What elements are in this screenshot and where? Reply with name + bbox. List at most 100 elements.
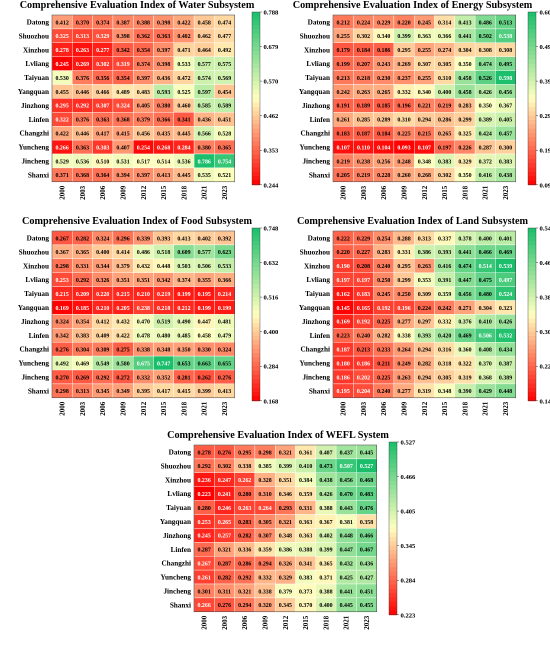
energy-heatmap-svg: 0.212 0.224 0.229 0.220 0.245 0.314 0.413 0.486… — [299, 10, 550, 200]
wefl-cell-value: 0.436 — [360, 561, 373, 567]
energy-cell-value: 0.219 — [337, 159, 350, 165]
food-colorbar-segment — [252, 292, 260, 298]
wefl-colorbar-segment — [389, 584, 397, 590]
water-cell-value: 0.263 — [76, 48, 89, 54]
wefl-cell-value: 0.292 — [238, 575, 251, 581]
food-cell-value: 0.195 — [198, 292, 211, 298]
food-cell-value: 0.623 — [218, 250, 231, 256]
land-cell-value: 0.376 — [458, 320, 471, 326]
water-cell-value: 0.319 — [116, 62, 129, 68]
wefl-colorbar-segment — [389, 450, 397, 456]
water-cell-value: 0.266 — [56, 145, 69, 151]
food-cell-value: 0.354 — [76, 320, 89, 326]
food-colorbar-segment — [252, 240, 260, 246]
wefl-cell-value: 0.298 — [258, 450, 271, 456]
energy-cell-value: 0.269 — [397, 62, 410, 68]
food-cell-value: 0.342 — [157, 278, 170, 284]
food-colorbar-tick-label: 0.516 — [264, 295, 280, 302]
land-cell-value: 0.263 — [418, 264, 431, 270]
land-colorbar-segment — [528, 245, 536, 250]
land-colorbar-segment — [528, 297, 536, 302]
energy-cell-value: 0.350 — [458, 62, 471, 68]
water-cell-value: 0.458 — [198, 20, 211, 26]
wefl-cell-value: 0.278 — [198, 450, 211, 456]
wefl-colorbar-segment — [389, 454, 397, 460]
land-cell-value: 0.338 — [397, 334, 410, 340]
row-label-yangquan: Yangquan — [299, 304, 330, 312]
wefl-cell-value: 0.441 — [340, 589, 353, 595]
food-colorbar-segment — [252, 387, 260, 393]
water-colorbar-segment — [252, 145, 260, 151]
row-label-changzhi: Changzhi — [19, 346, 49, 354]
energy-colorbar-segment — [528, 120, 536, 125]
food-cell-value: 0.345 — [96, 389, 109, 395]
row-label-yuncheng: Yuncheng — [300, 360, 331, 368]
wefl-cell-value: 0.280 — [238, 492, 251, 498]
row-label-lvliang: Lvliang — [25, 60, 49, 68]
land-cell-value: 0.475 — [479, 278, 492, 284]
energy-colorbar-segment — [528, 68, 536, 73]
energy-colorbar-segment — [528, 124, 536, 130]
water-cell-value: 0.329 — [96, 34, 109, 40]
row-label-taiyuan: Taiyuan — [24, 74, 49, 82]
wefl-cell-value: 0.386 — [279, 548, 292, 554]
food-cell-value: 0.478 — [137, 334, 150, 340]
wefl-cell-value: 0.292 — [198, 464, 211, 470]
food-cell-value: 0.218 — [157, 306, 170, 312]
energy-cell-value: 0.310 — [438, 76, 451, 82]
wefl-cell-value: 0.443 — [340, 506, 353, 512]
food-cell-value: 0.298 — [56, 389, 69, 395]
energy-cell-value: 0.426 — [479, 90, 492, 96]
row-label-datong: Datong — [27, 18, 50, 26]
energy-cell-value: 0.294 — [418, 118, 431, 124]
wefl-cell-value: 0.266 — [198, 603, 211, 609]
wefl-cell-value: 0.371 — [319, 575, 332, 581]
land-cell-value: 0.204 — [357, 389, 370, 395]
energy-cell-value: 0.416 — [479, 173, 492, 179]
water-colorbar-segment — [252, 124, 260, 130]
col-label-2012: 2012 — [421, 185, 429, 200]
row-label-jincheng: Jincheng — [21, 157, 49, 165]
land-subsystem-title: Comprehensive Evaluation Index of Land S… — [296, 216, 529, 227]
water-cell-value: 0.454 — [218, 90, 231, 96]
energy-cell-value: 0.438 — [499, 173, 512, 179]
wefl-colorbar-segment — [389, 597, 397, 603]
land-cell-value: 0.539 — [499, 264, 512, 270]
land-cell-value: 0.316 — [438, 347, 451, 353]
energy-cell-value: 0.237 — [397, 76, 410, 82]
water-cell-value: 0.398 — [116, 34, 129, 40]
water-cell-value: 0.510 — [96, 159, 109, 165]
wefl-cell-value: 0.245 — [198, 534, 211, 540]
wefl-colorbar-segment — [389, 480, 397, 486]
col-label-2021: 2021 — [482, 185, 490, 200]
energy-cell-value: 0.457 — [499, 131, 512, 137]
energy-colorbar-segment — [528, 167, 536, 173]
food-cell-value: 0.351 — [116, 278, 129, 284]
energy-cell-value: 0.183 — [337, 131, 350, 137]
col-label-2000: 2000 — [201, 615, 209, 630]
row-label-yangquan: Yangquan — [299, 88, 330, 96]
row-label-jincheng: Jincheng — [21, 373, 49, 381]
land-colorbar-segment — [528, 236, 536, 242]
energy-cell-value: 0.399 — [397, 34, 410, 40]
water-cell-value: 0.366 — [157, 118, 170, 124]
wefl-cell-value: 0.476 — [360, 506, 373, 512]
land-cell-value: 0.441 — [458, 250, 471, 256]
col-label-2006: 2006 — [241, 615, 249, 630]
energy-grid-frame — [332, 14, 516, 183]
water-cell-value: 0.445 — [177, 173, 190, 179]
food-colorbar-segment — [252, 236, 260, 242]
land-cell-value: 0.448 — [499, 389, 512, 395]
land-cell-value: 0.391 — [438, 278, 451, 284]
col-label-2000: 2000 — [59, 401, 67, 416]
land-colorbar-segment — [528, 331, 536, 337]
col-label-2003: 2003 — [79, 401, 87, 416]
land-colorbar-tick-label: 0.144 — [540, 398, 550, 405]
energy-cell-value: 0.265 — [377, 90, 390, 96]
col-label-2023: 2023 — [221, 185, 229, 200]
land-cell-value: 0.224 — [418, 306, 431, 312]
row-label-jinzhong: Jinzhong — [302, 102, 330, 110]
food-cell-value: 0.412 — [96, 320, 109, 326]
land-cell-value: 0.294 — [418, 375, 431, 381]
land-cell-value: 0.225 — [377, 320, 390, 326]
